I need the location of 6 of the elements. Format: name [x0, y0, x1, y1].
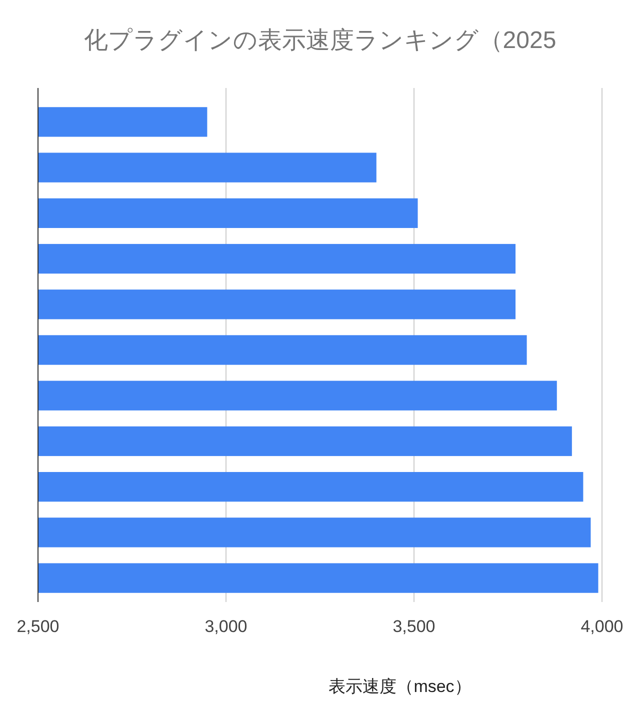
x-tick-label: 3,000	[204, 617, 248, 636]
x-tick-label: 2,500	[16, 617, 60, 636]
x-tick-label: 3,500	[392, 617, 436, 636]
chart-title: 化プラグインの表示速度ランキング（2025	[84, 27, 556, 54]
x-axis-title: 表示速度（msec）	[328, 677, 472, 696]
x-tick-label: 4,000	[580, 617, 624, 636]
